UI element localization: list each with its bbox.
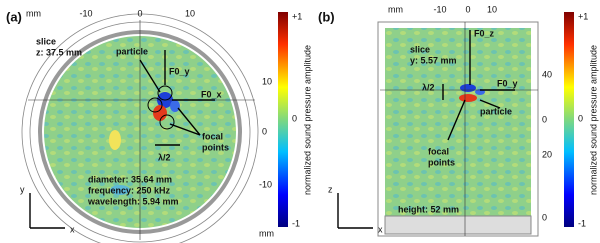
tick-label: 0: [465, 4, 470, 14]
cylinder: [377, 21, 539, 237]
annotation: particle: [480, 106, 512, 116]
arrow: [177, 107, 201, 136]
panel-a: (a) slice z: 37.5 mm particle F0_y F0_x …: [6, 8, 312, 243]
tick-label: 10: [185, 8, 195, 18]
colorbar-tick: +1: [292, 11, 302, 21]
tick-label: -10: [79, 8, 92, 18]
outer-ring: [21, 13, 259, 243]
annotation: λ/2: [158, 152, 171, 162]
slice-value: y: 5.57 mm: [410, 55, 457, 65]
annotation: F0_y: [497, 78, 518, 88]
colorbar-title: normalized sound pressure amplitude: [302, 45, 312, 195]
annotation: points: [428, 157, 455, 167]
colorbar-tick: 0: [292, 113, 297, 123]
field: [385, 28, 531, 216]
focal-circle: [159, 114, 175, 130]
annotation: particle: [116, 46, 148, 56]
axis-label: x: [70, 224, 75, 234]
axis-unit: mm: [388, 4, 403, 14]
colorbar-tick: +1: [578, 11, 588, 21]
tick-label: 10: [487, 4, 497, 14]
annotation: focal: [202, 131, 223, 141]
colorbar-tick: -1: [578, 218, 586, 228]
annotation: points: [202, 142, 229, 152]
transducer: [384, 215, 532, 235]
colorbar-tick: -1: [292, 218, 300, 228]
panel-b: (b) slice y: 5.57 mm F0_z F0_y λ/2 parti…: [318, 4, 598, 237]
annotation: F0_z: [474, 28, 495, 38]
focal-spot: [460, 84, 476, 92]
axis-label: x: [378, 224, 383, 234]
colorbar-tick: 0: [578, 113, 583, 123]
panel-label: (a): [6, 9, 22, 24]
tick-label: -10: [433, 4, 446, 14]
arrow: [169, 123, 201, 136]
particle-circle: [157, 85, 173, 101]
arrow: [479, 99, 501, 109]
slice-label: slice: [36, 36, 56, 46]
hotspot: [109, 130, 121, 150]
tick-label: 0: [262, 126, 267, 136]
annotation: wavelength: 5.94 mm: [87, 196, 179, 206]
annotation: frequency: 250 kHz: [88, 185, 171, 195]
tick-label: 10: [262, 76, 272, 86]
annotation: focal: [428, 146, 449, 156]
annotation: diameter: 35.64 mm: [88, 174, 172, 184]
arrow: [139, 59, 161, 93]
tick-label: 40: [542, 69, 552, 79]
panel-label: (b): [318, 9, 335, 24]
colorbar-title: normalized sound pressure amplitude: [588, 45, 598, 195]
annotation: F0_x: [201, 89, 222, 99]
focal-circle: [147, 97, 163, 113]
axis-unit: mm: [259, 228, 274, 238]
tick-label: 0: [542, 114, 547, 124]
focal-spot: [459, 94, 477, 102]
focal-spot: [153, 105, 167, 121]
tick-label: 20: [542, 149, 552, 159]
annotation: λ/2: [422, 82, 435, 92]
axis-label: z: [328, 184, 333, 194]
focal-spot: [170, 100, 180, 112]
annotation: F0_y: [169, 66, 190, 76]
annotation: height: 52 mm: [398, 204, 459, 214]
tick-label: 0: [542, 212, 547, 222]
slice-label: slice: [410, 44, 430, 54]
axis-unit: mm: [26, 8, 41, 18]
colorbar: [564, 12, 574, 227]
tick-label: 0: [137, 8, 142, 18]
coldspot: [110, 185, 130, 195]
colorbar: [278, 12, 288, 227]
slice-value: z: 37.5 mm: [36, 47, 82, 57]
arrow: [447, 99, 466, 141]
tick-label: -10: [259, 179, 272, 189]
axis-label: y: [20, 184, 25, 194]
